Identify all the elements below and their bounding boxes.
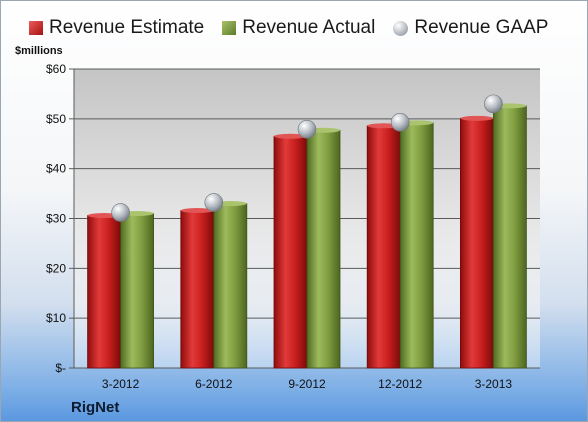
bar-top-estimate — [460, 115, 494, 121]
legend-item-gaap: Revenue GAAP — [393, 17, 548, 39]
company-name: RigNet — [71, 399, 120, 416]
legend-swatch-estimate — [29, 21, 43, 35]
legend: Revenue Estimate Revenue Actual Revenue … — [29, 15, 556, 41]
x-tick-label: 3-2012 — [102, 377, 140, 391]
bar-revenue-estimate — [87, 215, 121, 369]
bar-revenue-estimate — [366, 125, 401, 369]
bar-revenue-actual — [213, 203, 248, 369]
bar-top-estimate — [274, 133, 307, 139]
bar-top-estimate — [180, 208, 214, 214]
legend-label-gaap: Revenue GAAP — [414, 17, 549, 38]
legend-item-estimate: Revenue Estimate — [29, 17, 204, 39]
y-tick-label: $- — [55, 361, 66, 375]
legend-swatch-gaap — [393, 20, 409, 36]
y-axis-unit-label: $millions — [15, 45, 63, 57]
x-tick-label: 12-2012 — [378, 377, 422, 391]
bar-revenue-actual — [399, 122, 434, 369]
legend-label-estimate: Revenue Estimate — [49, 17, 205, 38]
x-tick-label: 6-2012 — [195, 377, 233, 391]
legend-swatch-actual — [222, 21, 237, 35]
legend-label-actual: Revenue Actual — [242, 17, 376, 38]
y-tick-label: $30 — [46, 212, 66, 226]
y-tick-label: $20 — [46, 261, 66, 275]
bar-revenue-estimate — [180, 210, 215, 369]
point-revenue-gaap — [297, 119, 317, 139]
bar-revenue-estimate — [459, 117, 494, 369]
legend-item-actual: Revenue Actual — [222, 17, 375, 39]
x-tick-label: 3-2013 — [475, 377, 513, 391]
y-tick-label: $50 — [46, 112, 66, 126]
point-revenue-gaap — [390, 113, 410, 132]
point-revenue-gaap — [484, 94, 503, 114]
bar-revenue-actual — [120, 213, 154, 369]
point-revenue-gaap — [204, 193, 224, 212]
y-tick-label: $40 — [46, 162, 66, 176]
y-tick-label: $10 — [46, 311, 66, 325]
bar-revenue-actual — [492, 105, 527, 369]
bar-revenue-estimate — [273, 135, 308, 369]
x-tick-label: 9-2012 — [288, 377, 326, 391]
y-tick-label: $60 — [46, 62, 66, 76]
point-revenue-gaap — [111, 203, 130, 222]
bar-revenue-actual — [306, 129, 341, 369]
